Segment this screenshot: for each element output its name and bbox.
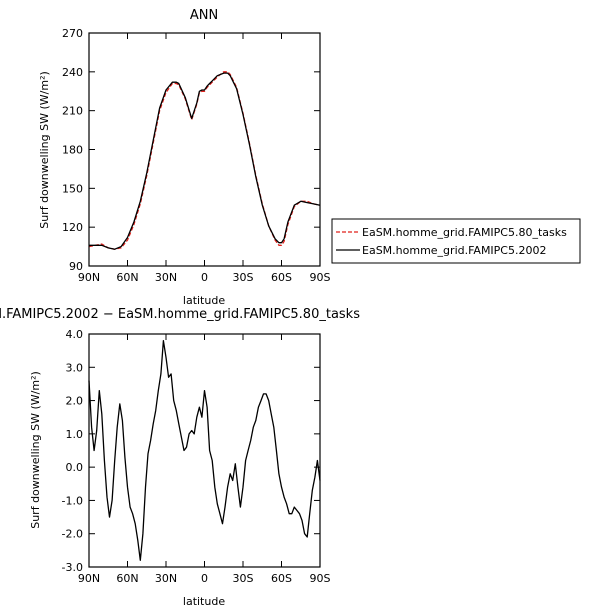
top-xlabel: latitude (183, 294, 225, 307)
y-tick-label: 180 (62, 144, 83, 157)
top-legend: EaSM.homme_grid.FAMIPC5.80_tasks EaSM.hom… (331, 218, 581, 264)
y-tick-label: 0.0 (66, 461, 84, 474)
legend-label-0: EaSM.homme_grid.FAMIPC5.80_tasks (362, 226, 567, 239)
x-tick-label: 60S (271, 271, 292, 284)
y-tick-label: -2.0 (62, 528, 83, 541)
panel-bottom: EaSM.homme_grid.FAMIPC5.2002 − EaSM.homm… (0, 307, 360, 608)
y-tick-label: 240 (62, 66, 83, 79)
x-tick-label: 60S (271, 572, 292, 585)
y-tick-label: 2.0 (66, 395, 84, 408)
legend-box (331, 218, 581, 264)
y-tick-label: -1.0 (62, 494, 83, 507)
x-tick-label: 90N (78, 572, 100, 585)
top-title: ANN (190, 8, 218, 23)
bottom-xlabel: latitude (183, 595, 225, 608)
panel-top: ANN Surf downwelling SW (W/m²) latitude … (38, 8, 581, 307)
x-tick-label: 30N (155, 271, 177, 284)
bottom-ylabel: Surf downwelling SW (W/m²) (29, 371, 42, 529)
x-tick-label: 0 (201, 572, 208, 585)
y-tick-label: 120 (62, 221, 83, 234)
bottom-axis-ticks: -3.0 -2.0 -1.0 0.0 1.0 2.0 3.0 4.0 90N 60N 30N 0 30S… (62, 328, 331, 585)
series-line-0 (88, 340, 321, 561)
y-tick-label: -3.0 (62, 561, 83, 574)
top-series-lines (88, 71, 321, 250)
y-tick-label: 210 (62, 105, 83, 118)
x-tick-label: 30S (233, 271, 254, 284)
series-line-1 (89, 72, 321, 250)
x-tick-label: 60N (116, 271, 138, 284)
x-tick-label: 30N (155, 572, 177, 585)
x-tick-label: 90S (310, 271, 331, 284)
y-tick-label: 90 (69, 260, 83, 273)
y-tick-label: 150 (62, 182, 83, 195)
bottom-plot-frame (88, 333, 321, 568)
legend-label-1: EaSM.homme_grid.FAMIPC5.2002 (362, 244, 546, 257)
x-tick-label: 90N (78, 271, 100, 284)
x-tick-label: 0 (201, 271, 208, 284)
series-line-0 (88, 71, 321, 250)
y-tick-label: 1.0 (66, 428, 84, 441)
x-tick-label: 30S (233, 572, 254, 585)
x-tick-label: 90S (310, 572, 331, 585)
bottom-series-lines (88, 340, 321, 561)
x-tick-label: 60N (116, 572, 138, 585)
top-plot-frame (88, 32, 321, 267)
y-tick-label: 270 (62, 27, 83, 40)
bottom-title: EaSM.homme_grid.FAMIPC5.2002 − EaSM.homm… (0, 307, 360, 322)
top-ylabel: Surf downwelling SW (W/m²) (38, 71, 51, 229)
y-tick-label: 4.0 (66, 328, 84, 341)
y-tick-label: 3.0 (66, 361, 84, 374)
